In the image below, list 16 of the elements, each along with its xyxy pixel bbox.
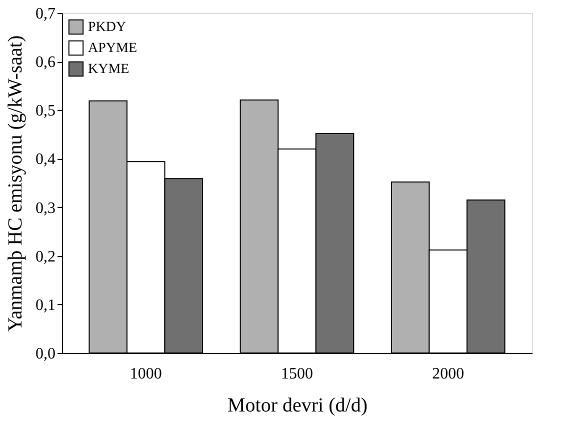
legend-label: APYME — [88, 41, 138, 56]
y-tick-label: 0,0 — [36, 346, 56, 362]
x-axis-title: Motor devri (d/d) — [228, 394, 368, 416]
y-tick-label: 0,7 — [36, 6, 56, 22]
y-tick-label: 0,3 — [36, 200, 56, 217]
legend-label: PKDY — [88, 20, 126, 35]
y-tick-label: 0,2 — [36, 248, 56, 266]
x-tick-label: 1000 — [130, 366, 162, 382]
x-tick-label: 1500 — [281, 366, 313, 382]
legend-label: KYME — [88, 62, 130, 77]
y-tick-label: 0,4 — [36, 151, 56, 168]
y-tick-label: 0,1 — [36, 296, 56, 314]
x-tick-label: 2000 — [432, 366, 464, 382]
y-tick-label: 0,6 — [36, 54, 56, 72]
y-axis-title: Yanmamþ HC emisyonu (g/kW-saat) — [4, 35, 26, 332]
y-tick-label: 0,5 — [36, 102, 56, 120]
